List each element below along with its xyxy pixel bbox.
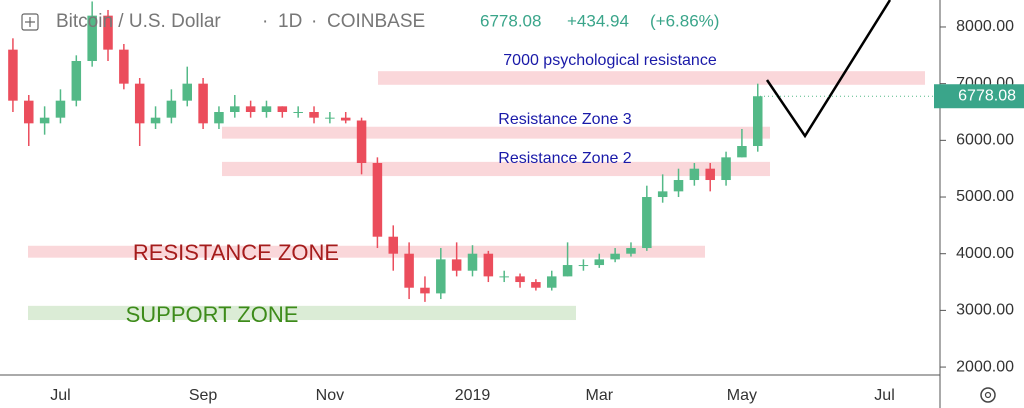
candle-body (642, 197, 652, 249)
candle-body (55, 100, 66, 118)
zones-layer: 7000 psychological resistance Resistance … (28, 52, 925, 327)
candle-body (689, 168, 700, 181)
candle-body (594, 259, 605, 266)
candle-body (499, 276, 509, 278)
candle-body (737, 146, 747, 158)
y-tick-label: 6000.00 (956, 132, 1014, 149)
projection-arrow (765, 0, 892, 139)
candle-body (8, 49, 18, 101)
x-tick-label: 2019 (455, 387, 491, 404)
change: +434.94 (567, 11, 629, 30)
zone-label: 7000 psychological resistance (503, 52, 717, 69)
candle-body (39, 117, 50, 124)
gear[interactable] (980, 387, 996, 403)
candle-body (182, 83, 192, 101)
x-tick-label: Jul (874, 387, 894, 404)
candle-body (673, 180, 684, 192)
candle-body (546, 276, 557, 288)
y-tick-label: 2000.00 (956, 358, 1014, 375)
candle-body (245, 106, 256, 113)
candle-body (261, 106, 272, 113)
x-tick-label: Jul (50, 387, 70, 404)
candle-body (340, 117, 351, 121)
candle-body (150, 117, 161, 124)
candle-body (657, 191, 668, 198)
candle-body (610, 253, 620, 260)
candle-body (277, 106, 288, 113)
y-tick-label: 5000.00 (956, 188, 1014, 205)
candle-body (87, 15, 97, 61)
zone-band (28, 305, 576, 321)
zone-label: RESISTANCE ZONE (133, 240, 339, 265)
header: Bitcoin / U.S. Dollar · 1D · COINBASE 67… (21, 11, 719, 32)
candle-body (166, 100, 177, 118)
candle-body (293, 112, 303, 114)
zone-band (222, 126, 770, 139)
candle-body (705, 168, 715, 181)
add-symbol-icon[interactable] (21, 13, 39, 31)
candle-body (134, 83, 145, 124)
candle-body (404, 253, 414, 288)
candle-body (103, 15, 113, 50)
x-tick-label: Nov (316, 387, 344, 404)
candle-body (578, 265, 589, 267)
candle-body (214, 112, 224, 124)
y-tick-label: 8000.00 (956, 18, 1014, 35)
zone-label: Resistance Zone 3 (498, 111, 632, 128)
candle-body (198, 83, 208, 124)
candle-body (24, 100, 34, 124)
candle-body (230, 106, 240, 113)
candle-body (388, 236, 399, 254)
zone-label: SUPPORT ZONE (126, 302, 299, 327)
y-tick-label: 3000.00 (956, 302, 1014, 319)
candle-body (562, 265, 573, 277)
candle-body (451, 259, 462, 271)
zone-band (222, 161, 770, 177)
x-tick-label: Sep (189, 387, 218, 404)
price: 6778.08 (480, 11, 541, 30)
candle-body (420, 287, 430, 294)
candle-body (71, 60, 82, 101)
candle-body (467, 253, 478, 271)
zone-label: Resistance Zone 2 (498, 150, 632, 167)
zone-band (28, 245, 705, 258)
candle-body (309, 112, 319, 118)
settings-icon[interactable] (980, 387, 996, 403)
separator: · (311, 11, 317, 32)
x-tick-label: May (727, 387, 757, 404)
change-percent: (+6.86%) (650, 11, 719, 30)
candle-body (356, 120, 367, 164)
last-price-label: 6778.08 (958, 87, 1016, 104)
y-tick-label: 4000.00 (956, 245, 1014, 262)
candle-body (721, 157, 731, 181)
candle-body (119, 49, 129, 84)
candle-body (753, 96, 763, 147)
candle-body (531, 282, 541, 288)
separator: · (262, 11, 268, 32)
candle-body (436, 259, 446, 294)
gear-hub (984, 391, 992, 399)
candle-body (325, 117, 335, 119)
candle-body (626, 248, 636, 254)
interval: 1D (278, 11, 302, 32)
last-price-tag (934, 84, 1024, 109)
exchange: COINBASE (327, 11, 425, 32)
symbol-name: Bitcoin / U.S. Dollar (56, 11, 221, 32)
candle-body (483, 253, 494, 277)
axes-layer: 2000.003000.004000.005000.006000.007000.… (50, 18, 1024, 404)
zone-band (378, 71, 925, 85)
candles-layer (8, 1, 763, 302)
candle-body (372, 163, 383, 237)
x-tick-label: Mar (585, 387, 613, 404)
candle-body (515, 276, 525, 283)
